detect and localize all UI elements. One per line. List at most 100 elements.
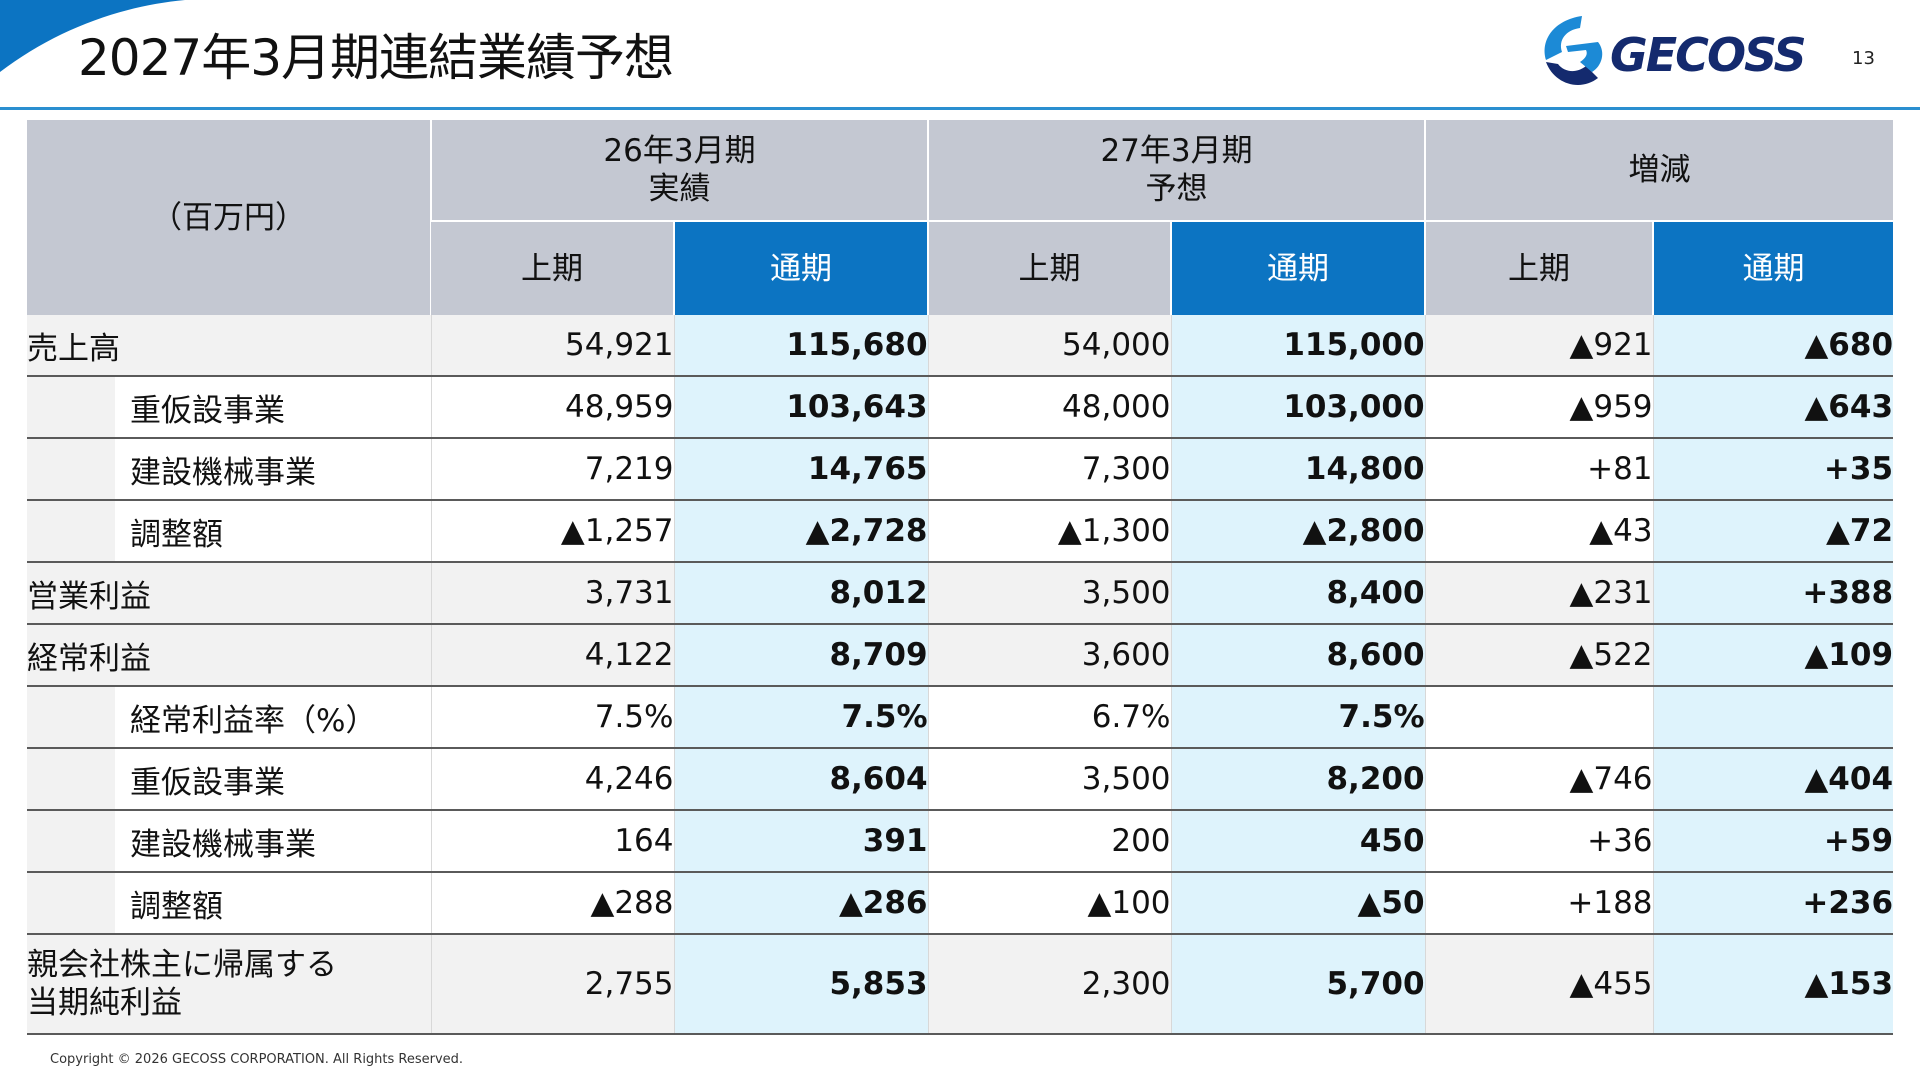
value-cell: 8,200: [1170, 748, 1426, 811]
value-cell: ▲746: [1424, 748, 1654, 811]
value-cell: 5,853: [673, 934, 929, 1035]
value-cell: ▲643: [1652, 376, 1894, 439]
value-cell: 54,000: [927, 315, 1172, 377]
value-cell: +36: [1424, 810, 1654, 873]
value-cell: ▲72: [1652, 500, 1894, 563]
table-row: 親会社株主に帰属する 当期純利益 2,755 5,853 2,300 5,700 …: [27, 934, 1894, 1035]
row-label-net-income: 親会社株主に帰属する 当期純利益: [27, 934, 431, 1035]
value-cell: +236: [1652, 872, 1894, 935]
unit-label: （百万円）: [27, 120, 431, 315]
value-cell: ▲286: [673, 872, 929, 935]
row-label-construction-machinery: 建設機械事業: [115, 810, 431, 873]
value-cell: 14,765: [673, 438, 929, 501]
value-cell: 2,300: [927, 934, 1172, 1035]
value-cell: 8,012: [673, 562, 929, 625]
logo-mark-icon: [1544, 16, 1603, 85]
value-cell: [1424, 686, 1654, 749]
value-cell: 8,604: [673, 748, 929, 811]
header-divider: [0, 107, 1920, 110]
table-row: 経常利益率（%） 7.5% 7.5% 6.7% 7.5%: [27, 686, 1894, 749]
table-row: 建設機械事業 164 391 200 450 +36 +59: [27, 810, 1894, 873]
period-header-fy26-actual: 26年3月期 実績: [429, 120, 929, 221]
value-cell: 103,643: [673, 376, 929, 439]
value-cell: ▲153: [1652, 934, 1894, 1035]
row-label-temporary-construction: 重仮設事業: [115, 376, 431, 439]
value-cell: 164: [430, 810, 674, 873]
subheader-full-year: 通期: [1170, 220, 1426, 315]
value-cell: ▲921: [1424, 315, 1654, 377]
subheader-full-year: 通期: [672, 220, 929, 315]
value-cell: 48,959: [430, 376, 674, 439]
company-logo: GECOSS: [1536, 12, 1826, 94]
value-cell: +388: [1652, 562, 1894, 625]
row-label-temporary-construction: 重仮設事業: [115, 748, 431, 811]
value-cell: 8,600: [1170, 624, 1426, 687]
value-cell: +59: [1652, 810, 1894, 873]
row-label-net-sales: 売上高: [27, 315, 431, 377]
value-cell: 4,246: [430, 748, 674, 811]
value-cell: +35: [1652, 438, 1894, 501]
group-indent: [27, 438, 115, 501]
earnings-forecast-table: （百万円） 26年3月期 実績 27年3月期 予想 増減 上期 通期 上期 通期 上…: [27, 120, 1894, 1035]
table-row: 経常利益 4,122 8,709 3,600 8,600 ▲522 ▲109: [27, 624, 1894, 687]
value-cell: 7,300: [927, 438, 1172, 501]
value-cell: +188: [1424, 872, 1654, 935]
subheader-first-half: 上期: [927, 220, 1172, 315]
value-cell: 3,500: [927, 562, 1172, 625]
row-label-adjustments: 調整額: [115, 500, 431, 563]
row-label-adjustments: 調整額: [115, 872, 431, 935]
value-cell: 48,000: [927, 376, 1172, 439]
value-cell: 3,600: [927, 624, 1172, 687]
period-header-fy27-forecast: 27年3月期 予想: [927, 120, 1426, 221]
value-cell: 5,700: [1170, 934, 1426, 1035]
value-cell: 7.5%: [430, 686, 674, 749]
page-number: 13: [1852, 48, 1875, 69]
group-indent: [27, 872, 115, 935]
value-cell: ▲231: [1424, 562, 1654, 625]
value-cell: ▲288: [430, 872, 674, 935]
value-cell: 450: [1170, 810, 1426, 873]
row-label-construction-machinery: 建設機械事業: [115, 438, 431, 501]
value-cell: [1652, 686, 1894, 749]
value-cell: 8,709: [673, 624, 929, 687]
row-label-ordinary-profit: 経常利益: [27, 624, 431, 687]
value-cell: ▲100: [927, 872, 1172, 935]
value-cell: 3,500: [927, 748, 1172, 811]
value-cell: ▲404: [1652, 748, 1894, 811]
value-cell: 6.7%: [927, 686, 1172, 749]
value-cell: 54,921: [430, 315, 674, 377]
value-cell: 7.5%: [1170, 686, 1426, 749]
table-row: 重仮設事業 4,246 8,604 3,500 8,200 ▲746 ▲404: [27, 748, 1894, 811]
value-cell: 7.5%: [673, 686, 929, 749]
table-row: 売上高 54,921 115,680 54,000 115,000 ▲921 ▲…: [27, 315, 1894, 377]
value-cell: 115,680: [673, 315, 929, 377]
period-header-change: 増減: [1424, 120, 1894, 221]
value-cell: 4,122: [430, 624, 674, 687]
value-cell: ▲50: [1170, 872, 1426, 935]
page-title: 2027年3月期連結業績予想: [78, 29, 674, 87]
subheader-first-half: 上期: [431, 220, 674, 315]
value-cell: ▲959: [1424, 376, 1654, 439]
table-row: 重仮設事業 48,959 103,643 48,000 103,000 ▲959…: [27, 376, 1894, 439]
logo-wordmark: GECOSS: [1610, 28, 1807, 82]
value-cell: ▲680: [1652, 315, 1894, 377]
table-row: 調整額 ▲288 ▲286 ▲100 ▲50 +188 +236: [27, 872, 1894, 935]
table-row: 建設機械事業 7,219 14,765 7,300 14,800 +81 +35: [27, 438, 1894, 501]
group-indent: [27, 810, 115, 873]
copyright-notice: Copyright © 2026 GECOSS CORPORATION. All…: [50, 1052, 464, 1067]
value-cell: 3,731: [430, 562, 674, 625]
group-indent: [27, 376, 115, 439]
value-cell: ▲522: [1424, 624, 1654, 687]
value-cell: 8,400: [1170, 562, 1426, 625]
corner-accent-decoration: [0, 0, 185, 72]
value-cell: 115,000: [1170, 315, 1426, 377]
value-cell: ▲1,257: [430, 500, 674, 563]
table-row: 営業利益 3,731 8,012 3,500 8,400 ▲231 +388: [27, 562, 1894, 625]
value-cell: 103,000: [1170, 376, 1426, 439]
value-cell: ▲2,800: [1170, 500, 1426, 563]
subheader-full-year: 通期: [1652, 220, 1894, 315]
value-cell: +81: [1424, 438, 1654, 501]
value-cell: ▲109: [1652, 624, 1894, 687]
value-cell: ▲455: [1424, 934, 1654, 1035]
group-indent: [27, 686, 115, 749]
